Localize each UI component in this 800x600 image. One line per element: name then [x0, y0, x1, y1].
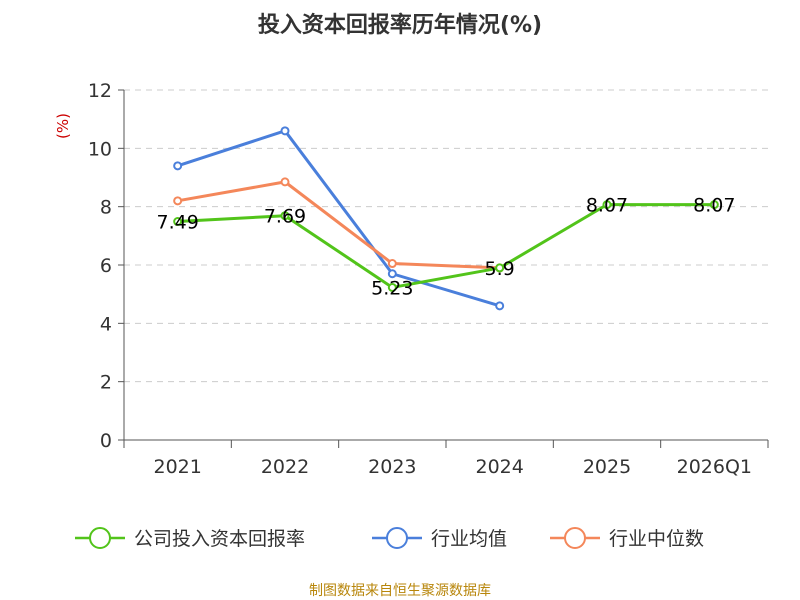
- legend-label: 行业中位数: [609, 528, 704, 550]
- y-tick-label: 0: [100, 430, 112, 452]
- legend-marker-icon: [386, 527, 408, 549]
- grid-layer: [124, 89, 768, 383]
- series-1: [173, 126, 505, 311]
- y-tick-label: 2: [100, 372, 112, 394]
- legend-marker-icon: [89, 527, 111, 549]
- data-point[interactable]: [495, 263, 505, 273]
- x-tick-label: 2021: [153, 456, 201, 478]
- x-tick-label: 2022: [261, 456, 309, 478]
- data-label: 8.07: [693, 195, 735, 217]
- data-point[interactable]: [602, 200, 612, 210]
- data-label: 8.07: [586, 195, 628, 217]
- data-point[interactable]: [280, 211, 290, 221]
- data-point[interactable]: [495, 301, 505, 311]
- data-point[interactable]: [173, 161, 183, 171]
- y-tick-label: 10: [88, 138, 112, 160]
- legend-item[interactable]: 公司投入资本回报率: [75, 527, 305, 550]
- x-tick-label: 2024: [475, 456, 523, 478]
- x-tick-label: 2025: [583, 456, 631, 478]
- data-label: 5.9: [485, 258, 515, 280]
- data-point[interactable]: [280, 126, 290, 136]
- series-line: [176, 203, 716, 289]
- y-tick-label: 4: [100, 313, 112, 335]
- legend-item[interactable]: 行业均值: [372, 527, 507, 550]
- data-point[interactable]: [387, 269, 397, 279]
- data-point[interactable]: [709, 200, 719, 210]
- data-point[interactable]: [387, 259, 397, 269]
- x-tick-label: 2023: [368, 456, 416, 478]
- legend[interactable]: 公司投入资本回报率 行业均值 行业中位数: [75, 527, 704, 550]
- data-point[interactable]: [173, 196, 183, 206]
- axis-layer: 0 2 4 6 8 10 12 2021 2022 2023 2024 2025 2026Q1: [88, 80, 769, 478]
- data-point[interactable]: [173, 217, 183, 227]
- data-label-layer: 7.49 7.69 5.23 5.9 8.07 8.07: [157, 195, 736, 300]
- y-tick-label: 12: [88, 80, 112, 102]
- legend-label: 行业均值: [431, 528, 507, 550]
- x-tick-label: 2026Q1: [677, 456, 752, 478]
- data-label: 7.69: [264, 206, 306, 228]
- y-tick-label: 6: [100, 255, 112, 277]
- series-line: [176, 180, 502, 270]
- series-0: [173, 200, 719, 292]
- chart-title: 投入资本回报率历年情况(%): [258, 12, 542, 38]
- legend-item[interactable]: 行业中位数: [550, 527, 704, 550]
- data-source-note: 制图数据来自恒生聚源数据库: [309, 583, 491, 599]
- legend-marker-icon: [564, 527, 586, 549]
- legend-label: 公司投入资本回报率: [134, 528, 305, 550]
- data-point[interactable]: [280, 177, 290, 187]
- series-2: [173, 177, 505, 273]
- data-label: 7.49: [157, 212, 199, 234]
- y-axis-label: (%): [54, 113, 72, 139]
- series-layer: [173, 126, 719, 311]
- data-point[interactable]: [387, 282, 397, 292]
- y-tick-label: 8: [100, 197, 112, 219]
- series-line: [176, 129, 502, 308]
- data-label: 5.23: [371, 277, 413, 299]
